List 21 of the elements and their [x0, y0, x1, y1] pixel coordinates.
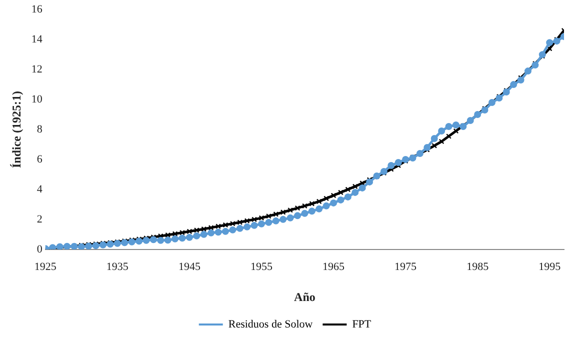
x-tick-label: 1995: [538, 260, 562, 273]
y-tick-label: 8: [36, 123, 43, 136]
x-tick-label: 1985: [466, 260, 490, 273]
legend-label: Residuos de Solow: [228, 318, 313, 330]
x-axis-title: Año: [294, 290, 316, 304]
y-tick-label: 2: [36, 213, 42, 226]
y-tick-label: 0: [36, 243, 43, 256]
x-tick-label: 1975: [394, 260, 418, 273]
x-tick-label: 1925: [34, 260, 57, 273]
x-tick-label: 1945: [178, 260, 201, 273]
y-tick-label: 14: [31, 33, 43, 46]
y-tick-label: 16: [31, 3, 43, 16]
x-tick-label: 1965: [322, 260, 346, 273]
y-tick-label: 6: [36, 153, 43, 166]
x-tick-label: 1935: [106, 260, 129, 273]
y-tick-label: 12: [31, 63, 42, 76]
y-tick-label: 4: [36, 183, 43, 196]
y-axis-title: Índice (1925:1): [9, 91, 24, 168]
y-tick-label: 10: [31, 93, 43, 106]
x-tick-label: 1955: [250, 260, 273, 273]
legend-label: FPT: [352, 318, 372, 330]
